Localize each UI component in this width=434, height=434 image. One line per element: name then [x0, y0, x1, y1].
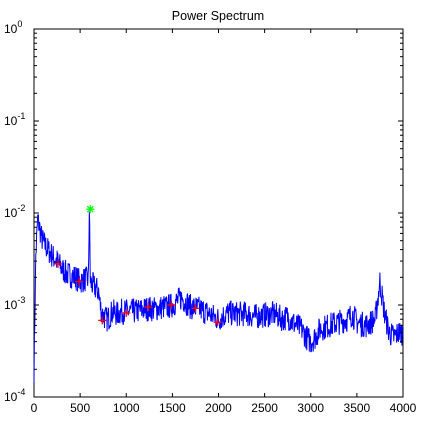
x-axis: 0 500 1000 1500 2000 2500 3000 3500 4000: [31, 29, 417, 415]
marker-layer: [53, 205, 222, 327]
peak-marker-plus-4: [122, 308, 131, 317]
x-tick-label: 500: [70, 401, 90, 415]
peak-marker-plus-3: [98, 316, 107, 325]
x-tick-label: 2500: [251, 401, 278, 415]
peak-marker-plus-5: [144, 303, 153, 312]
x-tick-label: 1000: [113, 401, 140, 415]
y-tick-label: 10-2: [4, 203, 25, 220]
peak-marker-plus-1: [75, 277, 84, 286]
y-tick-label: 100: [4, 19, 22, 36]
y-tick-label: 10-1: [4, 111, 25, 128]
x-tick-label: 3000: [297, 401, 324, 415]
peak-marker-plus-8: [213, 318, 222, 327]
plot-area: [33, 28, 404, 398]
x-tick-label: 2000: [205, 401, 232, 415]
chart-title: Power Spectrum: [172, 9, 264, 23]
peak-marker-plus-6: [167, 301, 176, 309]
y-tick-label: 10-4: [4, 387, 25, 404]
x-tick-label: 1500: [159, 401, 186, 415]
peak-marker-plus-0: [53, 259, 62, 268]
series-line-0: [33, 211, 404, 383]
peak-marker-plus-7: [191, 304, 200, 313]
x-tick-label: 4000: [390, 401, 417, 415]
y-tick-label: 10-3: [4, 295, 25, 312]
x-tick-label: 0: [31, 401, 38, 415]
peak-marker-star: [86, 205, 95, 214]
x-tick-label: 3500: [344, 401, 371, 415]
series-layer: [33, 211, 404, 383]
